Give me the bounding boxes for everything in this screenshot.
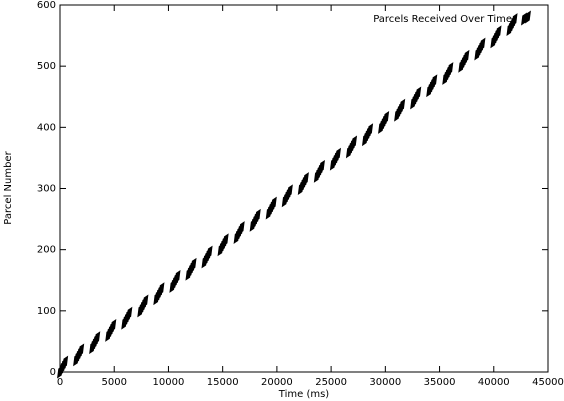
x-tick-label: 0 — [57, 377, 63, 388]
y-tick-label: 300 — [37, 184, 56, 195]
data-point — [351, 135, 358, 149]
data-point — [399, 98, 406, 112]
data-point — [463, 49, 470, 63]
data-point — [110, 318, 117, 333]
data-point — [479, 37, 486, 51]
x-tick-label: 30000 — [369, 377, 401, 388]
data-point — [319, 159, 325, 174]
y-axis-label: Parcel Number — [3, 150, 14, 224]
y-tick-label: 200 — [37, 245, 56, 256]
data-point — [222, 233, 229, 247]
data-point — [495, 25, 502, 39]
data-point — [447, 62, 454, 76]
x-tick-label: 35000 — [424, 377, 456, 388]
data-point — [431, 74, 438, 88]
y-tick-label: 500 — [37, 61, 56, 72]
x-tick-label: 40000 — [478, 377, 510, 388]
x-axis-label: Time (ms) — [278, 389, 330, 400]
data-point — [415, 86, 422, 100]
data-point — [190, 257, 197, 271]
data-point — [270, 196, 277, 210]
data-point — [142, 294, 149, 308]
y-tick-label: 100 — [37, 306, 56, 317]
data-point — [367, 123, 374, 137]
data-point — [158, 282, 165, 296]
y-tick-label: 0 — [50, 367, 56, 378]
data-point — [78, 343, 85, 357]
x-tick-label: 15000 — [207, 377, 239, 388]
y-tick-label: 600 — [37, 0, 56, 11]
legend-marker — [521, 12, 527, 26]
data-point — [335, 147, 341, 161]
y-tick-label: 400 — [37, 122, 56, 133]
x-tick-label: 10000 — [153, 377, 185, 388]
data-point — [254, 208, 261, 222]
data-point — [174, 270, 181, 284]
data-point — [94, 331, 101, 345]
legend-marker — [525, 10, 531, 24]
x-tick-label: 20000 — [261, 377, 293, 388]
data-point — [126, 306, 133, 320]
data-point — [383, 111, 390, 125]
x-tick-label: 25000 — [315, 377, 347, 388]
x-tick-label: 5000 — [101, 377, 126, 388]
data-point — [286, 184, 293, 198]
data-point — [303, 172, 309, 186]
data-point — [206, 245, 213, 259]
data-point — [511, 13, 518, 27]
legend-label: Parcels Received Over Time — [373, 14, 512, 25]
x-tick-label: 45000 — [532, 377, 564, 388]
data-point — [238, 221, 245, 235]
data-point — [62, 355, 69, 369]
